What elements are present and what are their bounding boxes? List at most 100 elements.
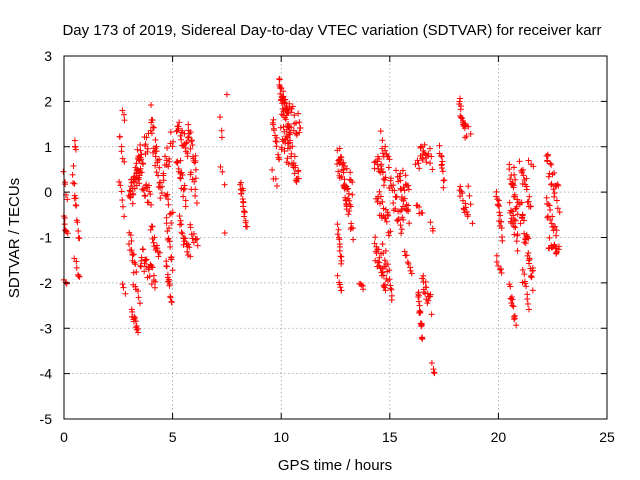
data-point (426, 293, 433, 300)
x-tick-label: 25 (599, 429, 615, 445)
data-point (166, 280, 173, 287)
data-point (397, 222, 404, 229)
data-point (142, 141, 149, 148)
data-point (71, 192, 78, 199)
data-point (398, 186, 405, 193)
data-point (194, 235, 201, 242)
data-point (270, 116, 277, 123)
data-point (144, 145, 151, 152)
data-point (185, 134, 192, 141)
data-point (291, 112, 298, 119)
data-point (510, 303, 517, 310)
y-tick-label: 1 (44, 139, 52, 155)
data-point (343, 200, 350, 207)
data-point (506, 161, 513, 168)
data-point (347, 203, 354, 210)
data-point (423, 284, 430, 291)
data-point (545, 201, 552, 208)
y-axis-label: SDTVAR / TECUs (6, 178, 23, 298)
data-point (165, 278, 172, 285)
data-point (126, 187, 133, 194)
data-point (416, 302, 423, 309)
data-point (166, 238, 173, 245)
data-point (400, 216, 407, 223)
data-point (385, 232, 392, 239)
data-point (155, 172, 162, 179)
x-tick-label: 10 (273, 429, 289, 445)
data-point (193, 200, 200, 207)
data-point (469, 220, 476, 227)
data-point (511, 191, 518, 198)
data-point (548, 181, 555, 188)
data-point (391, 187, 398, 194)
data-point (427, 145, 434, 152)
data-point (159, 183, 166, 190)
data-point (169, 267, 176, 274)
data-point (521, 271, 528, 278)
data-point (336, 145, 343, 152)
data-point (349, 179, 356, 186)
data-point (136, 172, 143, 179)
data-point (548, 180, 555, 187)
data-point (465, 123, 472, 130)
data-point (130, 251, 137, 258)
data-point (551, 169, 558, 176)
data-point (513, 238, 520, 245)
data-point (520, 217, 527, 224)
data-point (143, 134, 150, 141)
data-point (427, 219, 434, 226)
data-point (221, 229, 228, 236)
data-point (128, 237, 135, 244)
data-point (184, 150, 191, 157)
data-point (404, 206, 411, 213)
data-point (137, 141, 144, 148)
data-point (151, 234, 158, 241)
data-point (375, 258, 382, 265)
data-point (277, 90, 284, 97)
data-point (69, 171, 76, 178)
grid-lines (64, 56, 607, 419)
data-point (273, 138, 280, 145)
data-point (512, 176, 519, 183)
data-point (382, 143, 389, 150)
data-point (419, 209, 426, 216)
data-point (130, 269, 137, 276)
data-point (496, 266, 503, 273)
data-point (397, 185, 404, 192)
data-point (192, 236, 199, 243)
data-point (405, 260, 412, 267)
data-point (427, 160, 434, 167)
data-point (408, 270, 415, 277)
y-tick-label: 0 (44, 184, 52, 200)
data-point (406, 220, 413, 227)
data-point (552, 223, 559, 230)
data-point (467, 201, 474, 208)
data-point (379, 198, 386, 205)
data-point (493, 258, 500, 265)
data-point (438, 162, 445, 169)
data-point (373, 250, 380, 257)
data-point (338, 154, 345, 161)
data-point (134, 166, 141, 173)
data-point (146, 188, 153, 195)
data-point (75, 273, 82, 280)
data-point (401, 248, 408, 255)
data-point (552, 232, 559, 239)
data-point (137, 147, 144, 154)
data-point (296, 129, 303, 136)
data-point (439, 158, 446, 165)
data-point (269, 166, 276, 173)
data-point (136, 180, 143, 187)
data-point (287, 109, 294, 116)
data-point (278, 111, 285, 118)
data-point (238, 179, 245, 186)
data-point (162, 153, 169, 160)
data-point (165, 201, 172, 208)
data-point (291, 153, 298, 160)
data-point (385, 212, 392, 219)
data-point (292, 164, 299, 171)
data-point (418, 323, 425, 330)
data-point (525, 250, 532, 257)
data-point (165, 163, 172, 170)
